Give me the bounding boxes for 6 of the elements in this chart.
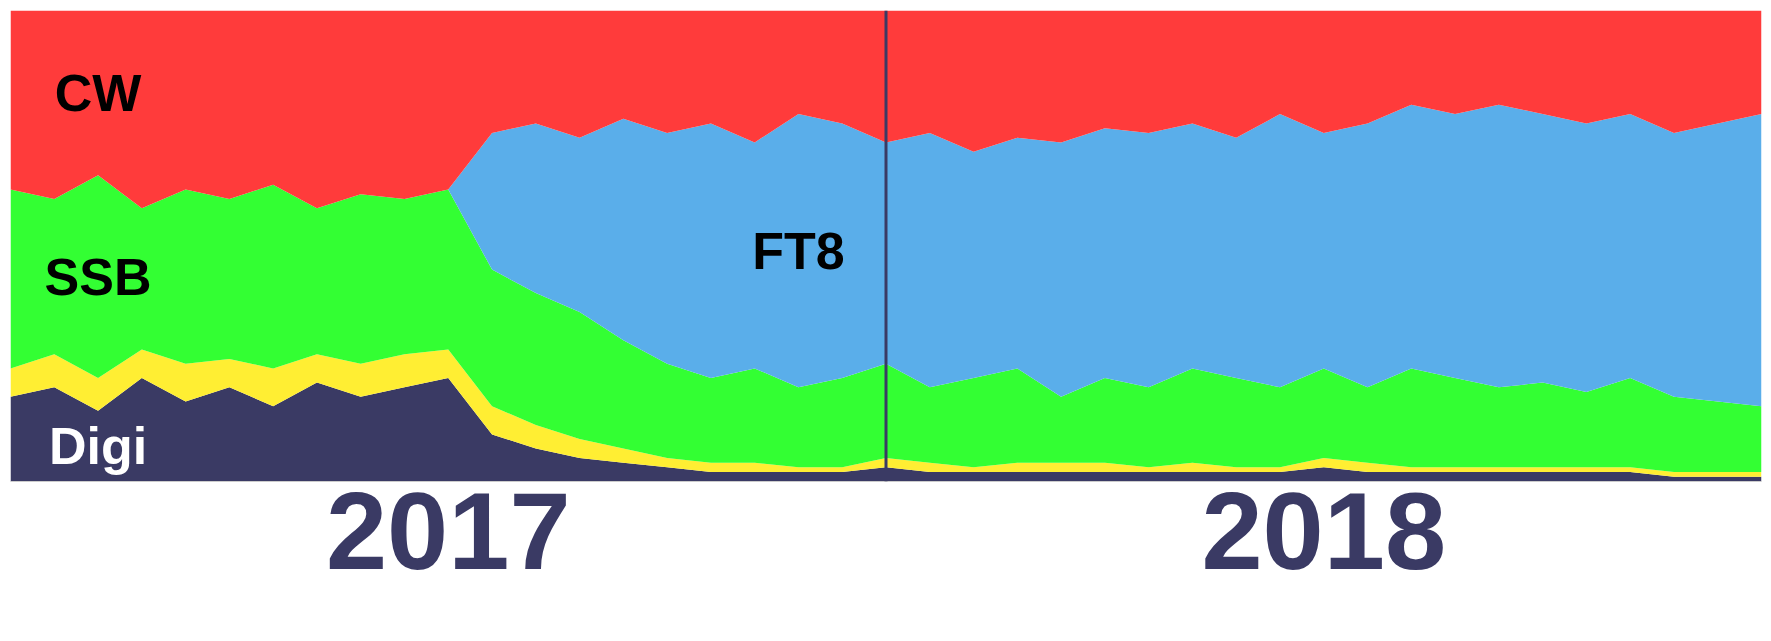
series-label: SSB	[44, 247, 152, 306]
series-label: CW	[54, 63, 143, 122]
series-label: FT8	[752, 221, 845, 280]
series-label: Digi	[48, 417, 148, 476]
x-tick-label: 2017	[325, 468, 571, 592]
x-tick-label: 2018	[1201, 468, 1447, 592]
